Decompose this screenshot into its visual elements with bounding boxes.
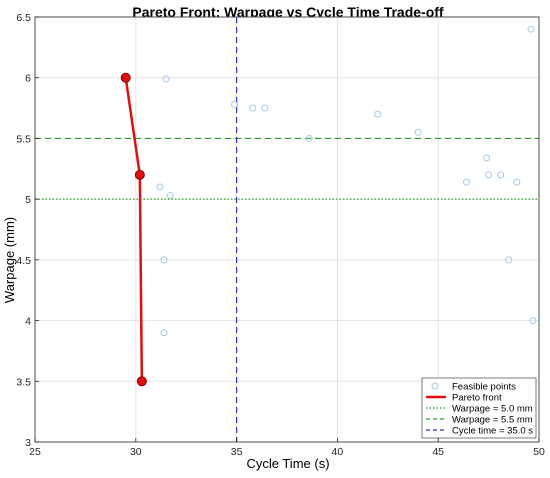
legend-label: Warpage = 5.0 mm — [452, 404, 533, 415]
feasible-point — [156, 183, 164, 191]
feasible-point — [414, 128, 422, 136]
feasible-point — [485, 171, 493, 179]
feasible-point — [249, 104, 257, 112]
feasible-point — [462, 178, 470, 186]
legend-label: Warpage = 5.5 mm — [452, 415, 533, 426]
legend-label: Cycle time = 35.0 s — [452, 426, 533, 437]
x-tick-label: 35 — [231, 446, 243, 458]
feasible-point — [513, 178, 521, 186]
pareto-point — [134, 169, 145, 180]
feasible-point — [231, 100, 239, 108]
x-axis-label: Cycle Time (s) — [246, 456, 329, 471]
feasible-point — [305, 134, 313, 142]
feasible-point — [160, 329, 168, 337]
pareto-point — [120, 72, 131, 83]
feasible-point — [166, 192, 174, 199]
y-tick-label: 4 — [25, 316, 31, 328]
feasible-point — [497, 171, 505, 179]
legend-label: Feasible points — [452, 382, 516, 393]
feasible-point — [505, 256, 513, 264]
plot-area: 25 30 35 40 45 50 3 3.5 4 4.5 5 5.5 6 6.5 Feasible poi… — [16, 12, 545, 458]
feasible-point — [483, 154, 491, 162]
feasible-point — [529, 317, 537, 325]
chart-title: Pareto Front: Warpage vs Cycle Time Trad… — [132, 4, 444, 20]
plot-background — [35, 17, 539, 442]
feasible-point — [162, 75, 170, 83]
feasible-point — [374, 110, 382, 118]
y-tick-label: 3.5 — [16, 376, 31, 388]
y-axis-label: Warpage (mm) — [2, 217, 17, 303]
feasible-point — [527, 25, 535, 33]
x-tick-label: 25 — [29, 446, 41, 458]
y-tick-label: 5 — [25, 194, 31, 206]
feasible-point — [261, 104, 269, 112]
x-tick-label: 40 — [332, 446, 344, 458]
axes-frame — [34, 16, 540, 443]
x-tick-label: 30 — [130, 446, 142, 458]
feasible-point — [160, 256, 168, 264]
pareto-point — [136, 376, 147, 387]
x-tick-label: 45 — [432, 446, 444, 458]
y-tick-label: 5.5 — [16, 133, 31, 145]
legend-label: Pareto front — [452, 393, 502, 404]
y-tick-label: 6 — [25, 73, 31, 85]
y-tick-label: 4.5 — [16, 255, 31, 267]
y-tick-label: 3 — [25, 437, 31, 449]
legend-swatch-feasible — [431, 382, 439, 390]
x-tick-label: 50 — [533, 446, 545, 458]
y-tick-label: 6.5 — [16, 12, 31, 24]
